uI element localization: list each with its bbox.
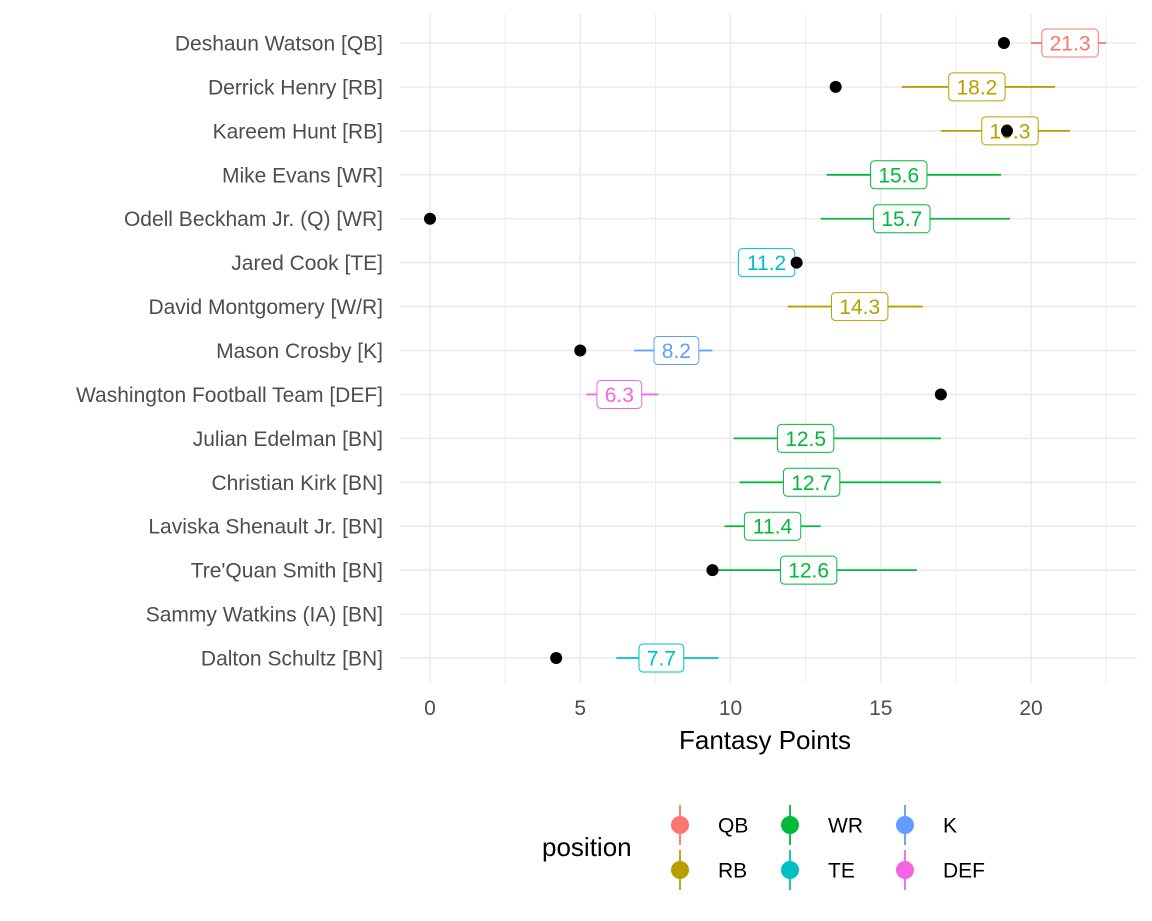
projection-value-label: 7.7 (647, 648, 676, 671)
marks-layer: 21.318.219.315.615.711.214.38.26.312.512… (424, 28, 1107, 673)
x-tick-label: 5 (574, 697, 586, 720)
player-label: Sammy Watkins (IA) [BN] (146, 604, 383, 627)
legend-label: RB (718, 860, 747, 883)
player-label: Washington Football Team [DEF] (76, 384, 383, 407)
x-tick-label: 15 (869, 697, 892, 720)
player-label: Mason Crosby [K] (216, 340, 383, 363)
grid-layer (400, 14, 1137, 683)
legend-key-dot (671, 816, 689, 834)
legend: position QB RB WR TE K DEF (542, 805, 985, 890)
projection-value-label: 21.3 (1050, 33, 1091, 56)
player-label: Mike Evans [WR] (222, 164, 383, 187)
legend-key-dot (671, 861, 689, 879)
actual-points-dot (997, 37, 1010, 49)
legend-label: TE (828, 860, 855, 883)
player-label: Christian Kirk [BN] (211, 472, 383, 495)
projection-value-label: 11.4 (753, 516, 793, 539)
legend-item-te: TE (781, 850, 855, 890)
legend-title: position (542, 832, 632, 862)
actual-points-dot (424, 212, 436, 225)
legend-item-rb: RB (671, 850, 747, 890)
projection-label-box (873, 204, 931, 234)
projection-label-box (779, 555, 838, 585)
actual-points-dot (790, 256, 803, 269)
projection-value-label: 18.2 (956, 76, 997, 99)
x-tick-label: 0 (424, 697, 436, 720)
player-label: Laviska Shenault Jr. [BN] (148, 516, 383, 539)
legend-label: K (943, 815, 957, 838)
player-label: Jared Cook [TE] (231, 252, 383, 275)
player-labels: Deshaun Watson [QB] Derrick Henry [RB] Kar… (76, 33, 383, 671)
player-label: Dalton Schultz [BN] (201, 648, 383, 671)
legend-key-dot (896, 861, 914, 879)
projection-value-label: 11.2 (747, 252, 786, 275)
legend-item-qb: QB (671, 805, 748, 845)
x-tick-label: 20 (1019, 697, 1042, 720)
projection-label-box (596, 379, 643, 409)
projection-label-box (653, 336, 700, 366)
player-label: Odell Beckham Jr. (Q) [WR] (124, 208, 383, 231)
projection-value-label: 12.6 (788, 560, 829, 583)
projection-value-label: 8.2 (662, 340, 691, 363)
player-label: David Montgomery [W/R] (148, 296, 383, 319)
x-tick-label: 10 (719, 697, 742, 720)
legend-key-dot (896, 816, 914, 834)
player-label: Kareem Hunt [RB] (213, 120, 383, 143)
actual-points-dot (574, 344, 587, 357)
legend-item-wr: WR (781, 805, 863, 845)
projection-label-box (743, 511, 802, 541)
legend-key-dot (781, 861, 799, 879)
projection-value-label: 12.5 (785, 428, 826, 451)
legend-label: WR (828, 815, 863, 838)
player-label: Julian Edelman [BN] (193, 428, 383, 451)
projection-value-label: 14.3 (839, 296, 880, 319)
actual-points-dot (550, 652, 563, 665)
projection-label-box (638, 643, 685, 673)
player-label: Derrick Henry [RB] (208, 76, 383, 99)
projection-label-box (782, 467, 841, 497)
player-label: Deshaun Watson [QB] (175, 33, 383, 56)
actual-points-dot (1000, 124, 1013, 137)
legend-label: DEF (943, 860, 985, 883)
actual-points-dot (934, 388, 947, 401)
x-axis-title: Fantasy Points (679, 725, 851, 755)
actual-points-dot (829, 80, 842, 93)
projection-label-box (1041, 28, 1099, 58)
projection-label-box (776, 423, 835, 453)
projection-label-box (831, 292, 889, 322)
legend-item-def: DEF (896, 850, 985, 890)
projection-value-label: 6.3 (605, 384, 634, 407)
projection-value-label: 15.7 (881, 208, 922, 231)
player-label: Tre'Quan Smith [BN] (191, 560, 383, 583)
projection-label-box (870, 160, 928, 190)
projection-value-label: 12.7 (791, 472, 832, 495)
actual-points-dot (706, 564, 719, 577)
legend-key-dot (781, 816, 799, 834)
legend-item-k: K (896, 805, 957, 845)
x-axis-ticks: 0 5 10 15 20 (424, 697, 1043, 720)
projection-value-label: 15.6 (878, 164, 919, 187)
legend-label: QB (718, 815, 748, 838)
projection-label-box (948, 72, 1006, 102)
